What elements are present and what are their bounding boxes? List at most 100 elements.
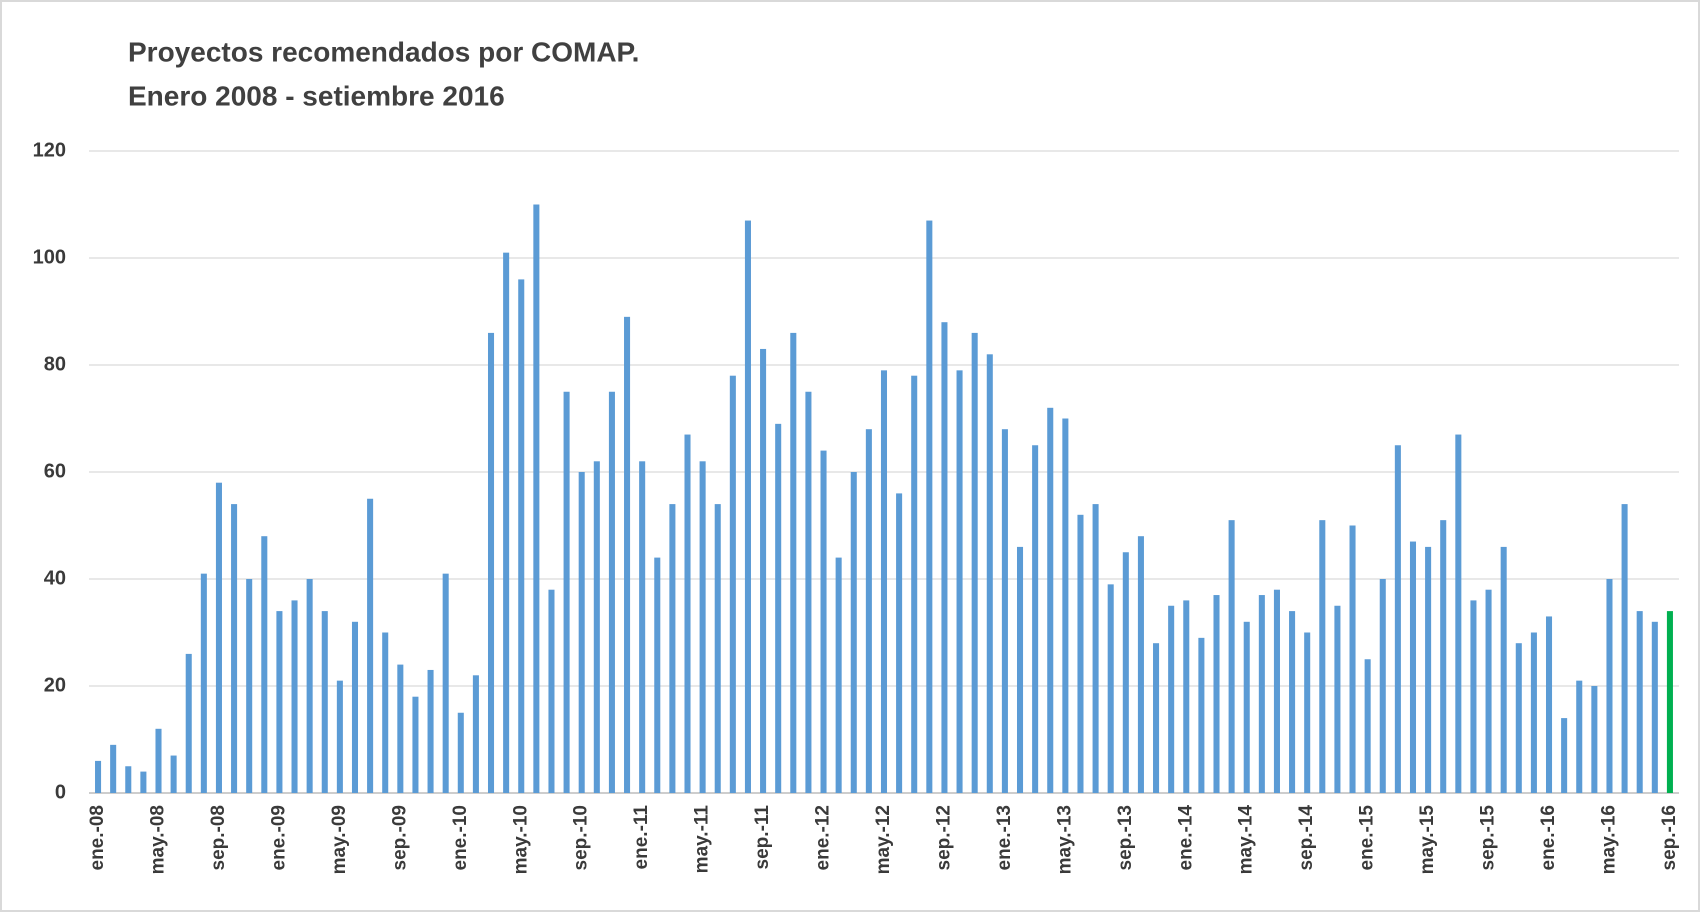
y-tick-label: 80 [44,353,66,375]
bar [639,461,646,793]
bar [125,766,132,793]
x-tick-label: may.-09 [329,805,350,874]
bar [397,664,404,793]
bar [820,450,827,793]
bar [336,680,343,793]
x-tick-label: ene.-08 [87,805,108,870]
bar [1470,600,1477,793]
bar [246,579,253,793]
bar [1409,541,1417,793]
bar [472,675,479,793]
bar [1636,611,1643,793]
bar [714,504,721,793]
bar [1621,504,1628,793]
bar [367,498,374,793]
bar [1545,616,1553,793]
bar [926,220,933,794]
bar [110,744,117,793]
bar [442,573,449,793]
bar [1379,579,1386,793]
x-tick-label: ene.-13 [994,805,1015,870]
x-tick-label: may.-08 [148,805,169,874]
bar [1289,611,1296,793]
x-tick-label: may.-13 [1054,805,1075,874]
bar [170,755,177,793]
bar [669,504,676,793]
bar [654,557,661,793]
x-tick-label: may.-10 [510,805,531,874]
bar [1016,546,1024,793]
x-tick-label: ene.-11 [631,805,652,870]
x-tick-label: ene.-14 [1175,805,1196,871]
x-tick-label: sep.-15 [1478,805,1499,871]
x-tick-label: ene.-15 [1357,805,1378,871]
bar [1304,632,1311,793]
bar [1334,605,1341,793]
bar [850,472,857,793]
bar [276,611,283,793]
bar [1561,718,1568,793]
bar [608,391,615,793]
bar [1137,536,1144,793]
x-tick-label: may.-14 [1236,805,1257,875]
bar [533,204,540,793]
bar [941,322,948,793]
bar [1273,589,1280,793]
x-tick-label: sep.-08 [208,805,229,870]
x-tick-label: ene.-10 [450,805,471,870]
x-tick-label: sep.-09 [389,805,410,870]
bar [1485,589,1492,793]
y-tick-label: 100 [33,246,66,268]
y-tick-label: 120 [33,139,66,161]
bar [427,669,434,793]
bar [1319,520,1326,793]
bar [1349,525,1356,793]
bar [140,771,147,793]
bar [1047,407,1054,793]
bar [1576,680,1583,793]
bar [1107,584,1114,793]
bar [624,316,631,793]
bar [744,220,751,794]
bar [1228,520,1235,793]
bar [1077,514,1084,793]
bar [1666,611,1673,793]
bar [518,279,525,793]
bar [1606,579,1613,793]
y-tick-label: 20 [44,674,66,696]
bar [1591,686,1598,793]
bar [1213,595,1220,793]
bar [1440,520,1447,793]
bar [351,621,359,793]
bar [155,728,162,793]
x-tick-label: sep.-12 [933,805,954,870]
bar [1515,643,1522,793]
bar [880,370,888,793]
chart-title: Proyectos recomendados por COMAP. [128,36,639,67]
bar [1394,445,1401,793]
bar [1258,595,1265,793]
bar [805,391,812,793]
x-tick-label: ene.-09 [268,805,289,870]
bar [1425,546,1432,793]
bar [684,434,691,793]
y-tick-label: 40 [44,567,66,589]
x-tick-label: ene.-16 [1538,805,1559,870]
bar [971,332,978,793]
bar [95,760,102,793]
bar [593,461,600,793]
bar [1364,659,1371,793]
bar [382,632,389,793]
bar [1651,621,1658,793]
bar [1062,418,1069,793]
x-tick-label: ene.-12 [813,805,834,870]
bar [790,332,797,793]
bar [775,423,782,793]
bar [291,600,298,793]
bar [578,472,585,793]
x-tick-label: sep.-16 [1659,805,1680,870]
bar [911,375,918,793]
x-tick-label: may.-15 [1417,805,1438,875]
x-tick-label: may.-12 [873,805,894,874]
bar [231,504,238,793]
